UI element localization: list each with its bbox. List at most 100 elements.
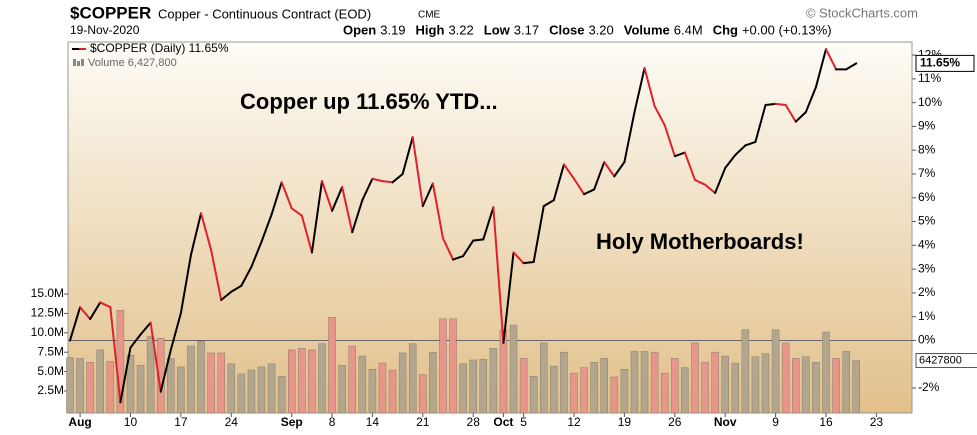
volume-bar	[459, 363, 467, 414]
instrument-name: Copper - Continuous Contract (EOD)	[158, 6, 371, 21]
price-segment	[250, 240, 263, 268]
volume-bar	[187, 345, 195, 414]
price-segment	[310, 180, 323, 254]
price-segment	[663, 124, 676, 158]
price-segment	[512, 251, 525, 265]
y-tick-label: 0%	[918, 333, 936, 347]
volume-bar	[620, 369, 629, 414]
volume-bar	[126, 355, 135, 414]
exchange: CME	[418, 10, 441, 21]
volume-bar	[106, 361, 115, 414]
x-tick-label: 28	[467, 415, 481, 429]
y-tick-label: 4%	[918, 238, 936, 252]
date: 19-Nov-2020	[70, 23, 140, 37]
credit: © StockCharts.com	[806, 5, 918, 20]
volume-bar	[267, 363, 276, 414]
x-tick-label: 24	[225, 415, 239, 429]
price-segment	[139, 321, 152, 336]
y2-tick-label: 15.0M	[31, 286, 64, 300]
price-segment	[804, 86, 817, 114]
y-tick-label: 3%	[918, 261, 936, 275]
price-segment	[159, 348, 172, 393]
volume-bar	[842, 351, 850, 414]
volume-bar	[580, 367, 588, 414]
volume-bar	[691, 342, 699, 414]
last-volume-box	[915, 353, 977, 369]
quote-value: 3.20	[588, 22, 613, 37]
price-segment	[613, 161, 626, 178]
price-segment	[653, 105, 666, 127]
volume-bar	[318, 343, 326, 414]
volume-bar	[479, 358, 488, 414]
price-segment	[200, 212, 213, 252]
price-segment	[149, 321, 162, 393]
volume-bar	[167, 358, 175, 414]
price-segment	[774, 102, 787, 107]
price-segment	[421, 182, 434, 208]
volume-bar	[348, 345, 356, 414]
quote-value: +0.00 (+0.13%)	[742, 22, 832, 37]
x-tick-label: 14	[366, 415, 380, 429]
price-segment	[441, 237, 455, 261]
price-segment	[724, 153, 737, 170]
x-tick-label: 9	[772, 415, 779, 429]
x-tick-label: Oct	[493, 415, 513, 429]
price-segment	[562, 163, 575, 180]
volume-bar	[761, 353, 770, 414]
quote-label: Volume	[624, 22, 670, 37]
volume-bar	[701, 362, 709, 414]
price-segment	[633, 67, 646, 114]
volume-bar	[197, 341, 205, 414]
volume-bar	[832, 358, 840, 414]
price-segment	[683, 151, 696, 181]
volume-bar	[439, 318, 447, 414]
quote-label: Low	[484, 22, 511, 37]
volume-bar	[610, 376, 619, 414]
price-segment	[593, 161, 606, 191]
price-segment	[532, 205, 545, 263]
x-tick-label: 12	[567, 415, 581, 429]
price-segment	[542, 199, 555, 208]
volume-bar	[277, 375, 286, 414]
volume-bar	[388, 369, 397, 414]
volume-bar	[378, 362, 387, 414]
price-segment	[220, 290, 233, 302]
volume-bar	[509, 324, 518, 414]
volume-bar	[449, 318, 457, 414]
price-segment	[583, 188, 596, 196]
x-tick-label: 21	[416, 415, 430, 429]
price-segment	[189, 212, 203, 256]
x-tick-label: Nov	[714, 415, 737, 429]
y-tick-label: 10%	[918, 95, 942, 109]
price-segment	[462, 239, 475, 258]
price-segment	[401, 136, 414, 175]
y2-tick-label: 12.5M	[31, 306, 64, 320]
legend-label: Volume 6,427,800	[88, 57, 177, 69]
price-segment	[693, 178, 707, 186]
last-volume-label: 6427800	[919, 354, 962, 366]
x-tick-label: 17	[174, 415, 188, 429]
volume-bar	[308, 349, 316, 414]
x-tick-label: Sep	[281, 415, 303, 429]
price-segment	[169, 312, 182, 351]
x-tick-label: 23	[870, 415, 884, 429]
volume-bar	[177, 366, 185, 414]
price-segment	[814, 48, 827, 89]
volume-bar	[76, 358, 84, 414]
price-segment	[552, 163, 565, 202]
price-segment	[361, 177, 374, 202]
price-segment	[321, 180, 334, 212]
volume-bar	[560, 351, 568, 414]
price-segment	[754, 104, 767, 143]
y-tick-label: 5%	[918, 214, 936, 228]
x-tick-label: 10	[124, 415, 138, 429]
volume-bar	[247, 369, 256, 414]
volume-bar	[408, 343, 417, 414]
y-tick-label: 11%	[918, 71, 941, 85]
volume-bar	[731, 362, 740, 414]
volume-bar	[600, 358, 608, 414]
x-tick-label: Aug	[68, 415, 91, 429]
volume-bar	[741, 329, 750, 414]
volume-bar	[257, 366, 266, 414]
volume-bar	[419, 374, 427, 414]
